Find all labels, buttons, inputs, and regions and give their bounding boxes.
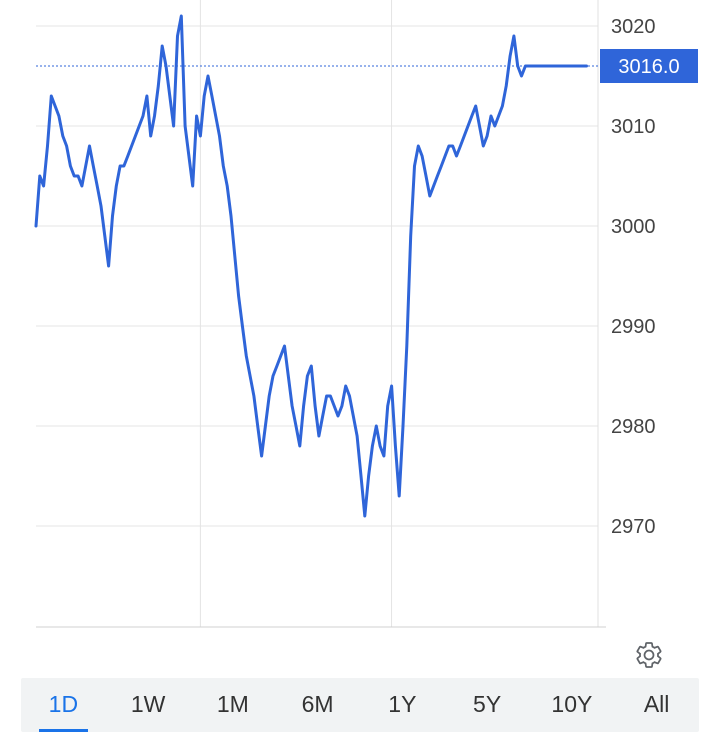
y-tick-label: 3010 <box>611 116 656 138</box>
grid <box>36 0 606 628</box>
range-tab-6m[interactable]: 6M <box>301 691 334 717</box>
time-range-selector: 1D 1W 1M 6M 1Y 5Y 10Y All <box>21 678 699 732</box>
gear-icon <box>636 642 662 668</box>
y-tick-label: 2980 <box>611 416 656 438</box>
range-tab-10y[interactable]: 10Y <box>551 691 593 717</box>
y-axis-labels: 3020 3010 3000 2990 2980 2970 <box>611 16 656 538</box>
y-tick-label: 2990 <box>611 316 656 338</box>
current-price-text: 3016.0 <box>618 56 679 78</box>
range-tab-all[interactable]: All <box>643 691 670 717</box>
price-line <box>34 14 588 518</box>
price-line-group <box>34 14 588 518</box>
y-tick-label: 3000 <box>611 216 656 238</box>
range-tab-1w[interactable]: 1W <box>130 691 166 717</box>
y-tick-label: 2970 <box>611 516 656 538</box>
range-tab-1d[interactable]: 1D <box>21 678 106 732</box>
current-price-marker: 3016.0 <box>36 49 698 83</box>
y-tick-label: 3020 <box>611 16 656 38</box>
settings-gear-icon[interactable] <box>634 640 664 670</box>
range-tab-5y[interactable]: 5Y <box>473 691 502 717</box>
range-tab-1y[interactable]: 1Y <box>388 691 417 717</box>
current-price-badge <box>600 49 698 83</box>
range-tab-1m[interactable]: 1M <box>216 691 249 717</box>
